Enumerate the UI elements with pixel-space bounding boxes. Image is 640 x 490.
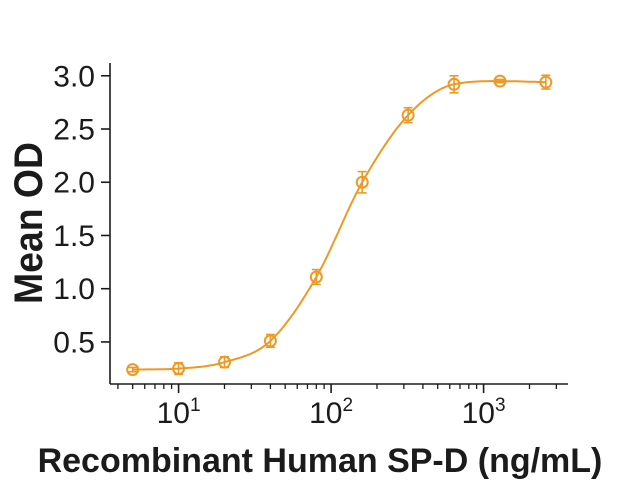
y-tick-label: 2.5 — [53, 114, 95, 147]
data-point-marker — [126, 363, 140, 377]
y-tick-label: 1.5 — [53, 220, 95, 253]
y-tick-label: 0.5 — [53, 326, 95, 359]
x-tick-label: 102 — [309, 395, 353, 430]
x-axis-title: Recombinant Human SP-D (ng/mL) — [38, 442, 603, 480]
x-tick-label: 103 — [462, 395, 506, 430]
data-point-marker — [309, 270, 323, 284]
x-tick-label: 101 — [157, 395, 201, 430]
y-tick-label: 2.0 — [53, 167, 95, 200]
y-tick-label: 3.0 — [53, 60, 95, 93]
data-point-marker — [263, 334, 277, 348]
data-point-marker — [401, 108, 415, 122]
data-point-marker — [493, 74, 507, 88]
y-tick-label: 1.0 — [53, 273, 95, 306]
data-point-marker — [447, 77, 461, 91]
data-point-marker — [172, 362, 186, 376]
data-point-marker — [355, 175, 369, 189]
fitted-curve — [132, 80, 546, 371]
data-point-marker — [539, 75, 553, 89]
y-axis-title: Mean OD — [7, 142, 51, 304]
data-point-marker — [217, 355, 231, 369]
